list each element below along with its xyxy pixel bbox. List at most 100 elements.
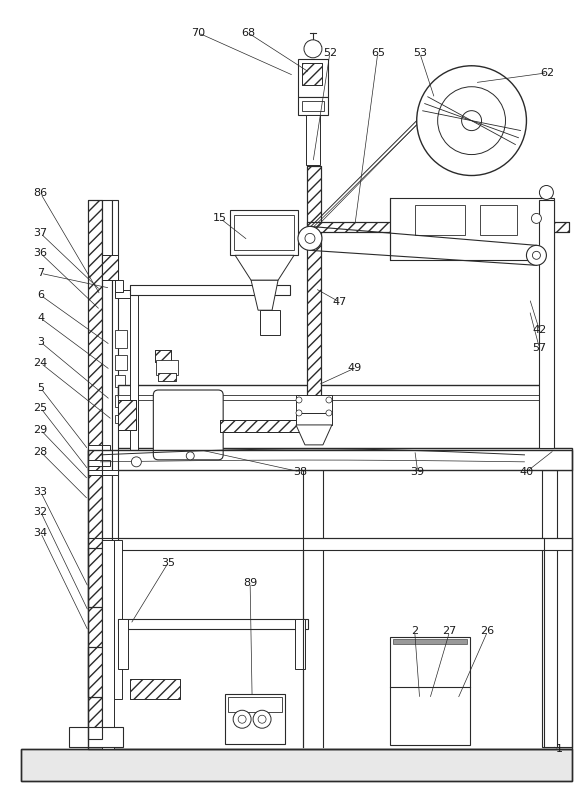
Text: 57: 57 xyxy=(532,343,546,353)
Bar xyxy=(115,375,125,387)
Circle shape xyxy=(186,452,194,460)
Bar xyxy=(306,115,320,165)
Circle shape xyxy=(296,410,302,416)
Text: 89: 89 xyxy=(243,578,257,587)
Text: 29: 29 xyxy=(34,425,48,435)
Polygon shape xyxy=(296,425,332,445)
Text: 42: 42 xyxy=(532,325,546,335)
Circle shape xyxy=(233,710,251,728)
Bar xyxy=(88,548,102,608)
Bar xyxy=(88,648,102,697)
Bar xyxy=(295,619,305,670)
Bar xyxy=(21,749,572,781)
Polygon shape xyxy=(235,255,294,280)
Text: 28: 28 xyxy=(34,447,48,457)
Text: 52: 52 xyxy=(323,48,337,58)
Bar xyxy=(298,59,328,97)
Circle shape xyxy=(258,715,266,723)
Bar xyxy=(234,215,294,250)
Bar xyxy=(115,330,128,348)
Bar xyxy=(88,648,102,697)
Bar xyxy=(88,548,102,608)
Bar xyxy=(88,460,111,466)
Bar xyxy=(88,538,572,550)
Circle shape xyxy=(326,410,332,416)
Text: 70: 70 xyxy=(191,27,205,38)
Text: 32: 32 xyxy=(34,507,48,517)
Bar xyxy=(118,385,547,397)
Bar xyxy=(220,420,310,432)
Circle shape xyxy=(238,715,246,723)
Text: 62: 62 xyxy=(540,68,554,78)
Circle shape xyxy=(437,86,506,155)
Text: 3: 3 xyxy=(37,337,44,347)
Circle shape xyxy=(533,251,540,259)
Text: 4: 4 xyxy=(37,313,44,323)
Bar xyxy=(115,290,133,298)
Bar xyxy=(307,222,569,232)
Bar xyxy=(115,415,125,423)
Bar xyxy=(225,694,285,744)
Text: 33: 33 xyxy=(34,487,48,497)
Text: 6: 6 xyxy=(37,290,44,300)
Circle shape xyxy=(417,66,526,176)
Text: 38: 38 xyxy=(293,467,307,476)
Bar xyxy=(131,679,181,699)
Bar xyxy=(131,285,290,295)
FancyBboxPatch shape xyxy=(153,390,223,460)
Bar xyxy=(115,355,128,370)
Text: 7: 7 xyxy=(37,268,44,278)
Bar xyxy=(307,166,321,415)
Bar xyxy=(155,350,171,362)
Bar xyxy=(230,210,298,255)
Circle shape xyxy=(326,397,332,403)
Bar xyxy=(102,255,118,280)
Text: 49: 49 xyxy=(348,363,362,373)
Bar xyxy=(390,637,470,745)
Bar xyxy=(415,206,465,236)
Text: 25: 25 xyxy=(34,403,48,413)
Bar xyxy=(155,350,171,362)
Bar xyxy=(69,727,123,747)
Bar xyxy=(296,413,332,425)
Circle shape xyxy=(253,710,271,728)
Text: 27: 27 xyxy=(443,626,457,637)
Circle shape xyxy=(539,185,553,199)
Bar xyxy=(131,285,138,450)
Circle shape xyxy=(526,246,546,265)
Bar xyxy=(118,395,547,400)
Bar xyxy=(118,619,128,670)
Bar xyxy=(131,679,181,699)
Bar xyxy=(228,697,282,712)
Bar xyxy=(158,373,176,381)
Bar xyxy=(302,63,322,85)
Text: 24: 24 xyxy=(34,358,48,368)
Text: 2: 2 xyxy=(411,626,418,637)
Text: 40: 40 xyxy=(519,467,533,476)
Bar xyxy=(156,360,178,375)
Text: 37: 37 xyxy=(34,228,48,239)
Bar xyxy=(302,63,322,85)
Bar xyxy=(298,97,328,115)
Text: 26: 26 xyxy=(480,626,495,637)
Bar xyxy=(220,420,310,432)
Bar xyxy=(393,640,467,644)
Bar xyxy=(102,255,118,280)
Bar xyxy=(88,448,572,469)
Text: 15: 15 xyxy=(213,214,227,224)
Bar xyxy=(88,450,572,749)
Bar xyxy=(115,539,122,699)
Bar xyxy=(115,280,123,292)
Text: 47: 47 xyxy=(333,298,347,307)
Circle shape xyxy=(305,233,315,243)
Bar xyxy=(118,400,136,430)
Bar xyxy=(296,395,332,413)
Text: 68: 68 xyxy=(241,27,255,38)
Bar xyxy=(480,206,517,236)
Circle shape xyxy=(298,226,322,250)
Bar xyxy=(390,199,554,261)
Text: 53: 53 xyxy=(413,48,427,58)
Bar xyxy=(260,310,280,335)
Text: 35: 35 xyxy=(161,557,175,568)
Bar xyxy=(115,395,125,407)
